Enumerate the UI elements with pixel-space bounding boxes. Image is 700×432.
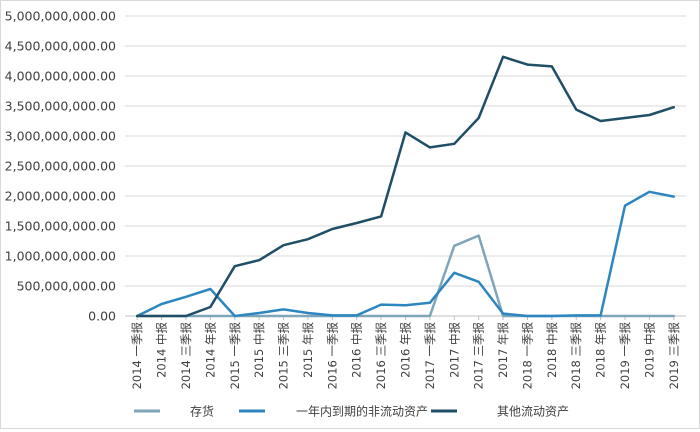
x-tick-label: 2015 年报 (301, 321, 315, 377)
x-tick-label: 2019 三季报 (667, 322, 681, 390)
y-tick-label: 0.00 (88, 309, 116, 324)
series-line (137, 236, 674, 316)
y-tick-label: 1,500,000,000.00 (5, 219, 116, 234)
y-tick-label: 2,500,000,000.00 (5, 159, 116, 174)
x-tick-label: 2014 中报 (155, 321, 169, 377)
x-tick-label: 2019 一季报 (618, 322, 632, 390)
x-tick-label: 2016 三季报 (374, 322, 388, 390)
series-3 (137, 57, 674, 316)
x-tick-label: 2017 三季报 (472, 322, 486, 390)
x-axis: 2014 一季报 2014 中报 2014 三季报 2014 年报 2015 一季报 20… (130, 316, 681, 389)
x-tick-label: 2016 年报 (399, 321, 413, 377)
series-line (137, 57, 674, 316)
x-tick-label: 2018 三季报 (569, 322, 583, 390)
x-tick-label: 2014 三季报 (179, 322, 193, 390)
x-tick-label: 2017 一季报 (423, 322, 437, 390)
legend-label: 存货 (190, 404, 214, 419)
gridlines (125, 16, 686, 316)
y-tick-label: 3,500,000,000.00 (5, 99, 116, 114)
series-2 (137, 192, 674, 316)
x-tick-label: 2018 年报 (594, 321, 608, 377)
x-tick-label: 2015 三季报 (277, 322, 291, 390)
x-tick-label: 2014 一季报 (130, 322, 144, 390)
x-tick-label: 2015 中报 (252, 321, 266, 377)
legend: 存货 一年内到期的非流动资产 其他流动资产 (134, 404, 569, 419)
y-tick-label: 3,000,000,000.00 (5, 129, 116, 144)
x-tick-label: 2016 中报 (350, 321, 364, 377)
x-tick-label: 2017 年报 (496, 321, 510, 377)
y-tick-label: 4,000,000,000.00 (5, 69, 116, 84)
y-tick-label: 1,000,000,000.00 (5, 249, 116, 264)
legend-label: 其他流动资产 (497, 405, 569, 419)
y-tick-label: 5,000,000,000.00 (5, 9, 116, 24)
x-tick-label: 2014 年报 (203, 321, 217, 377)
y-tick-label: 2,000,000,000.00 (5, 189, 116, 204)
x-tick-label: 2016 一季报 (325, 322, 339, 390)
x-tick-label: 2018 一季报 (520, 322, 534, 390)
x-tick-label: 2019 中报 (642, 321, 656, 377)
series-line (137, 192, 674, 316)
x-tick-label: 2017 中报 (447, 321, 461, 377)
x-tick-label: 2015 一季报 (228, 322, 242, 390)
series-lines (137, 57, 674, 316)
y-axis: 0.00 500,000,000.00 1,000,000,000.00 1,500,… (5, 9, 116, 324)
x-tick-label: 2018 中报 (545, 321, 559, 377)
y-tick-label: 500,000,000.00 (17, 279, 116, 294)
y-tick-label: 4,500,000,000.00 (5, 39, 116, 54)
legend-label: 一年内到期的非流动资产 (296, 404, 428, 419)
